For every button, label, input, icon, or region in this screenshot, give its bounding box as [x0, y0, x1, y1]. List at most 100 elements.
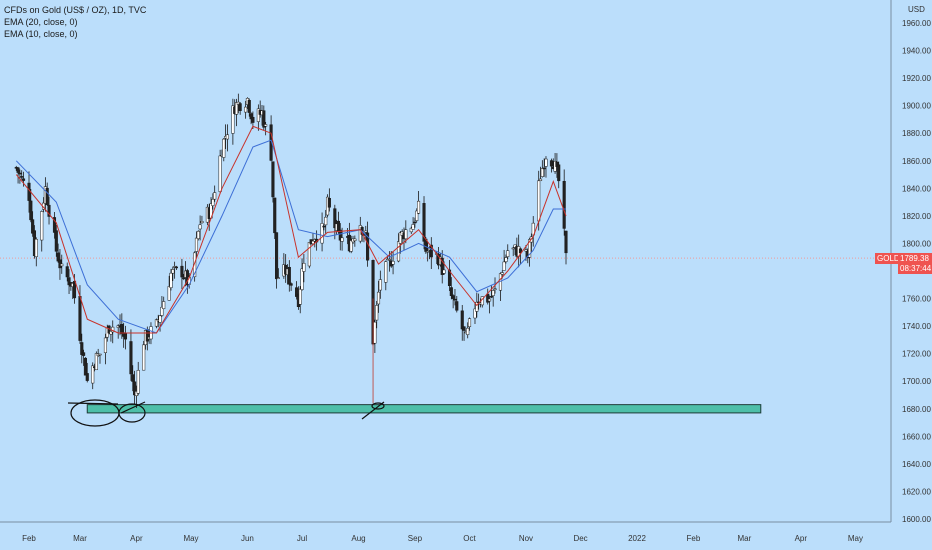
candle-body[interactable]: [473, 308, 477, 319]
candle-body[interactable]: [56, 252, 60, 262]
candle-body[interactable]: [453, 298, 457, 301]
candle-body[interactable]: [27, 182, 31, 201]
candle-body[interactable]: [460, 310, 464, 330]
candle-body[interactable]: [60, 263, 64, 267]
candle-body[interactable]: [442, 269, 446, 274]
candle-body[interactable]: [336, 220, 341, 232]
candle-body[interactable]: [123, 333, 128, 340]
candle-body[interactable]: [45, 187, 49, 205]
candle-body[interactable]: [327, 198, 331, 208]
candle-body[interactable]: [275, 232, 279, 280]
candle-body[interactable]: [409, 227, 413, 233]
candle-body[interactable]: [160, 306, 164, 316]
candle-body[interactable]: [129, 341, 133, 375]
candle-body[interactable]: [72, 281, 77, 299]
candle-body[interactable]: [440, 257, 444, 275]
candle-body[interactable]: [429, 244, 433, 258]
annotation-stroke[interactable]: [120, 401, 146, 414]
candle-body[interactable]: [491, 290, 495, 296]
candle-body[interactable]: [231, 105, 235, 134]
candle-body[interactable]: [200, 221, 204, 224]
candle-body[interactable]: [324, 216, 328, 226]
candle-body[interactable]: [531, 222, 535, 236]
candle-body[interactable]: [353, 238, 357, 241]
candle-body[interactable]: [169, 272, 173, 288]
candle-body[interactable]: [564, 230, 568, 254]
candle-body[interactable]: [145, 329, 149, 342]
candle-body[interactable]: [544, 158, 548, 167]
candle-body[interactable]: [109, 331, 113, 335]
candle-body[interactable]: [158, 315, 162, 323]
candle-body[interactable]: [222, 138, 226, 158]
candle-body[interactable]: [349, 240, 353, 252]
candle-body[interactable]: [83, 357, 87, 376]
candle-body[interactable]: [52, 217, 57, 233]
candle-body[interactable]: [502, 261, 506, 271]
candle-body[interactable]: [524, 249, 528, 252]
candle-body[interactable]: [387, 259, 391, 261]
candle-body[interactable]: [493, 288, 497, 290]
candle-body[interactable]: [91, 365, 95, 384]
candle-body[interactable]: [249, 113, 253, 120]
candle-body[interactable]: [426, 250, 430, 253]
candle-body[interactable]: [287, 266, 291, 285]
annotation-stroke[interactable]: [67, 402, 119, 405]
candle-body[interactable]: [98, 353, 102, 356]
candle-body[interactable]: [518, 248, 523, 254]
candle-body[interactable]: [298, 288, 302, 305]
candle-body[interactable]: [540, 168, 544, 177]
candle-body[interactable]: [289, 283, 293, 286]
candle-body[interactable]: [415, 210, 419, 221]
candle-body[interactable]: [549, 160, 553, 167]
candle-body[interactable]: [489, 296, 493, 298]
candle-body[interactable]: [451, 295, 455, 299]
candle-body[interactable]: [167, 286, 171, 301]
ema10-legend[interactable]: EMA (10, close, 0): [4, 29, 78, 39]
ema20-legend[interactable]: EMA (20, close, 0): [4, 17, 78, 27]
candle-body[interactable]: [18, 172, 22, 175]
candle-body[interactable]: [40, 211, 44, 241]
candle-body[interactable]: [54, 230, 58, 252]
candle-body[interactable]: [273, 197, 277, 234]
candle-body[interactable]: [47, 204, 51, 217]
candle-body[interactable]: [411, 224, 415, 230]
candle-body[interactable]: [500, 272, 504, 275]
candle-body[interactable]: [180, 265, 184, 278]
candle-body[interactable]: [78, 296, 82, 341]
annotation-stroke[interactable]: [361, 401, 385, 420]
candle-body[interactable]: [467, 318, 472, 328]
candle-body[interactable]: [504, 257, 508, 262]
candle-body[interactable]: [488, 298, 492, 302]
candle-body[interactable]: [225, 134, 229, 140]
candle-body[interactable]: [193, 252, 197, 278]
candle-body[interactable]: [234, 102, 239, 115]
symbol-title[interactable]: CFDs on Gold (US$ / OZ), 1D, TVC: [4, 5, 147, 15]
candle-body[interactable]: [555, 161, 559, 167]
candle-body[interactable]: [391, 260, 395, 265]
candle-body[interactable]: [194, 237, 199, 252]
candle-body[interactable]: [404, 229, 408, 240]
candle-body[interactable]: [131, 374, 135, 382]
candle-body[interactable]: [276, 277, 280, 279]
candle-body[interactable]: [376, 291, 381, 305]
candle-body[interactable]: [103, 337, 108, 353]
candle-body[interactable]: [466, 327, 470, 335]
candle-body[interactable]: [300, 268, 304, 290]
candle-body[interactable]: [271, 161, 275, 198]
candle-body[interactable]: [542, 167, 546, 170]
candle-body[interactable]: [364, 230, 368, 233]
candle-body[interactable]: [455, 301, 459, 311]
candle-body[interactable]: [375, 305, 379, 321]
candle-body[interactable]: [449, 287, 453, 296]
candle-body[interactable]: [218, 155, 222, 192]
candle-body[interactable]: [142, 344, 146, 371]
candle-body[interactable]: [31, 219, 35, 234]
annotation-circle[interactable]: [118, 403, 146, 423]
candle-body[interactable]: [311, 240, 315, 244]
candle-body[interactable]: [373, 321, 377, 344]
candle-body[interactable]: [528, 239, 532, 258]
candle-body[interactable]: [307, 242, 311, 267]
candle-body[interactable]: [82, 352, 86, 356]
candle-body[interactable]: [511, 247, 515, 250]
candle-body[interactable]: [506, 250, 510, 258]
